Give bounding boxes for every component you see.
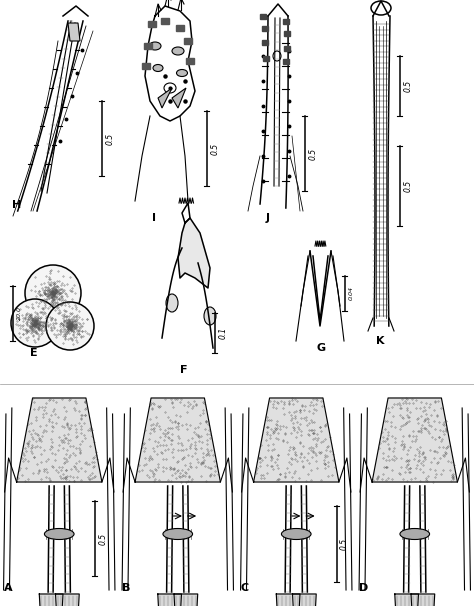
Text: H: H [12, 200, 21, 210]
Ellipse shape [176, 70, 188, 76]
Text: G: G [317, 343, 326, 353]
Text: C: C [241, 583, 249, 593]
Ellipse shape [166, 294, 178, 312]
Polygon shape [276, 594, 300, 606]
Bar [148, 21, 156, 27]
Bar [283, 59, 289, 64]
Bar [144, 43, 152, 49]
Text: 0.1: 0.1 [219, 327, 228, 339]
Bar [161, 18, 169, 24]
Polygon shape [172, 88, 186, 108]
Bar [283, 19, 289, 24]
Polygon shape [411, 594, 435, 606]
Ellipse shape [172, 47, 184, 55]
Bar [142, 63, 150, 69]
Text: A: A [4, 583, 13, 593]
Text: I: I [152, 213, 156, 223]
Polygon shape [178, 218, 210, 288]
Text: 20.0: 20.0 [17, 307, 21, 321]
Ellipse shape [371, 1, 391, 15]
Bar [186, 58, 194, 64]
Text: 0.5: 0.5 [403, 180, 412, 192]
Text: K: K [376, 336, 384, 346]
Polygon shape [174, 594, 198, 606]
Ellipse shape [45, 528, 74, 539]
Text: 0.5: 0.5 [403, 80, 412, 92]
Text: 0.5: 0.5 [106, 133, 115, 145]
Bar [176, 25, 184, 31]
Polygon shape [158, 594, 182, 606]
Polygon shape [158, 88, 172, 108]
Polygon shape [68, 23, 80, 41]
Bar [184, 38, 192, 44]
Text: E: E [30, 348, 37, 358]
Bar [263, 56, 269, 61]
Ellipse shape [153, 64, 163, 72]
Polygon shape [395, 594, 419, 606]
Ellipse shape [204, 307, 216, 325]
Bar [262, 39, 268, 44]
Ellipse shape [163, 528, 192, 539]
Text: 0.5: 0.5 [99, 533, 108, 545]
Circle shape [11, 299, 59, 347]
Text: F: F [180, 365, 188, 375]
Bar [262, 25, 268, 30]
Polygon shape [39, 594, 63, 606]
Text: 0.04: 0.04 [348, 287, 354, 301]
Ellipse shape [273, 51, 281, 61]
Text: J: J [266, 213, 270, 223]
Polygon shape [55, 594, 79, 606]
Text: 0.5: 0.5 [210, 142, 219, 155]
Text: D: D [359, 583, 369, 593]
Polygon shape [254, 398, 339, 482]
Text: B: B [122, 583, 131, 593]
Circle shape [46, 302, 94, 350]
Polygon shape [292, 594, 316, 606]
Bar [284, 45, 290, 50]
Bar [260, 13, 266, 19]
Ellipse shape [282, 528, 311, 539]
Ellipse shape [149, 42, 161, 50]
Polygon shape [372, 398, 457, 482]
Bar [284, 30, 290, 36]
Text: 0.5: 0.5 [340, 538, 349, 550]
Ellipse shape [400, 528, 429, 539]
Text: 0.5: 0.5 [309, 147, 318, 159]
Polygon shape [135, 398, 220, 482]
Circle shape [25, 265, 81, 321]
Polygon shape [17, 398, 102, 482]
